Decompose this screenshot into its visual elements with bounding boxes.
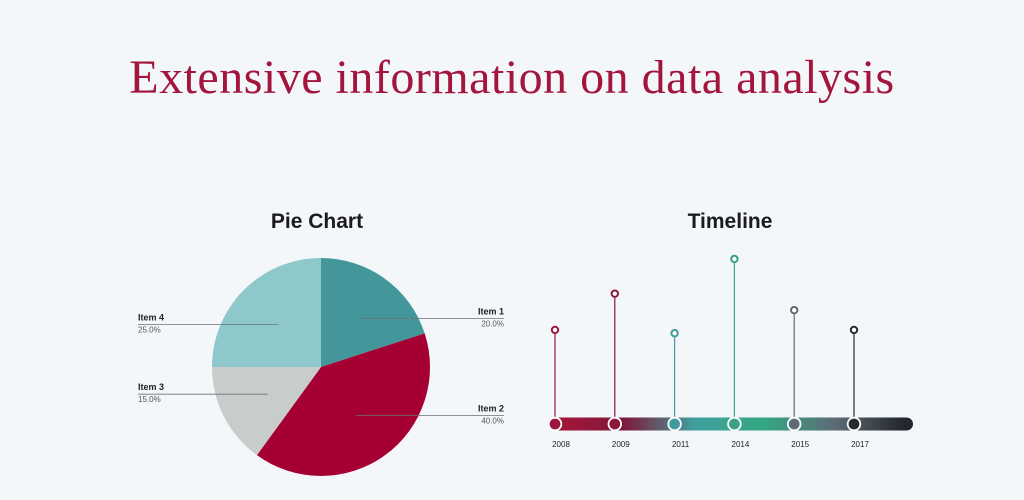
timeline-year-2008: 2008: [552, 440, 570, 449]
timeline-node-2017: [846, 416, 862, 432]
timeline-chart: 2008 2009 2011 2014 2015 2017: [547, 254, 913, 449]
timeline-node-2015: [787, 416, 802, 432]
pie-label-item-1: Item 1: [478, 307, 504, 317]
timeline-year-2009: 2009: [612, 440, 630, 449]
pie-label-item-4: Item 4: [138, 313, 164, 323]
timeline-pin-2014: [730, 254, 739, 264]
timeline-pin-2008: [550, 325, 560, 335]
timeline-node-2009: [607, 416, 623, 432]
timeline-node-2008: [547, 416, 563, 432]
pie-labels: Item 1 20.0% Item 2 40.0% Item 3 15.0% Item 4 2…: [138, 307, 504, 426]
pie-value-item-2: 40.0%: [481, 417, 504, 426]
timeline-year-2014: 2014: [732, 440, 750, 449]
pie-slice-item-2: [256, 333, 431, 477]
pie-label-item-2: Item 2: [478, 404, 504, 414]
timeline-pin-2017: [849, 325, 859, 335]
pie-value-item-1: 20.0%: [481, 320, 504, 329]
timeline-year-2015: 2015: [791, 440, 809, 449]
timeline-title: Timeline: [687, 210, 773, 233]
timeline-year-2011: 2011: [672, 440, 690, 449]
timeline-year-2017: 2017: [851, 440, 869, 449]
pie-slice-item-3: [212, 367, 321, 456]
page-headline: Extensive information on data analysis: [129, 51, 895, 104]
timeline-node-2011: [667, 416, 682, 432]
pie-slice-item-4: [212, 258, 321, 367]
pie-chart-title: Pie Chart: [270, 210, 364, 233]
pie-value-item-3: 15.0%: [138, 395, 161, 404]
timeline-node-2014: [727, 416, 742, 432]
timeline-pin-2015: [790, 305, 799, 315]
pie-slice-item-1: [321, 257, 425, 367]
pie-value-item-4: 25.0%: [138, 326, 161, 335]
timeline-pin-2009: [610, 289, 619, 298]
pie-chart: [212, 257, 431, 477]
pie-label-item-3: Item 3: [138, 382, 164, 392]
timeline-pin-2011: [670, 329, 679, 338]
